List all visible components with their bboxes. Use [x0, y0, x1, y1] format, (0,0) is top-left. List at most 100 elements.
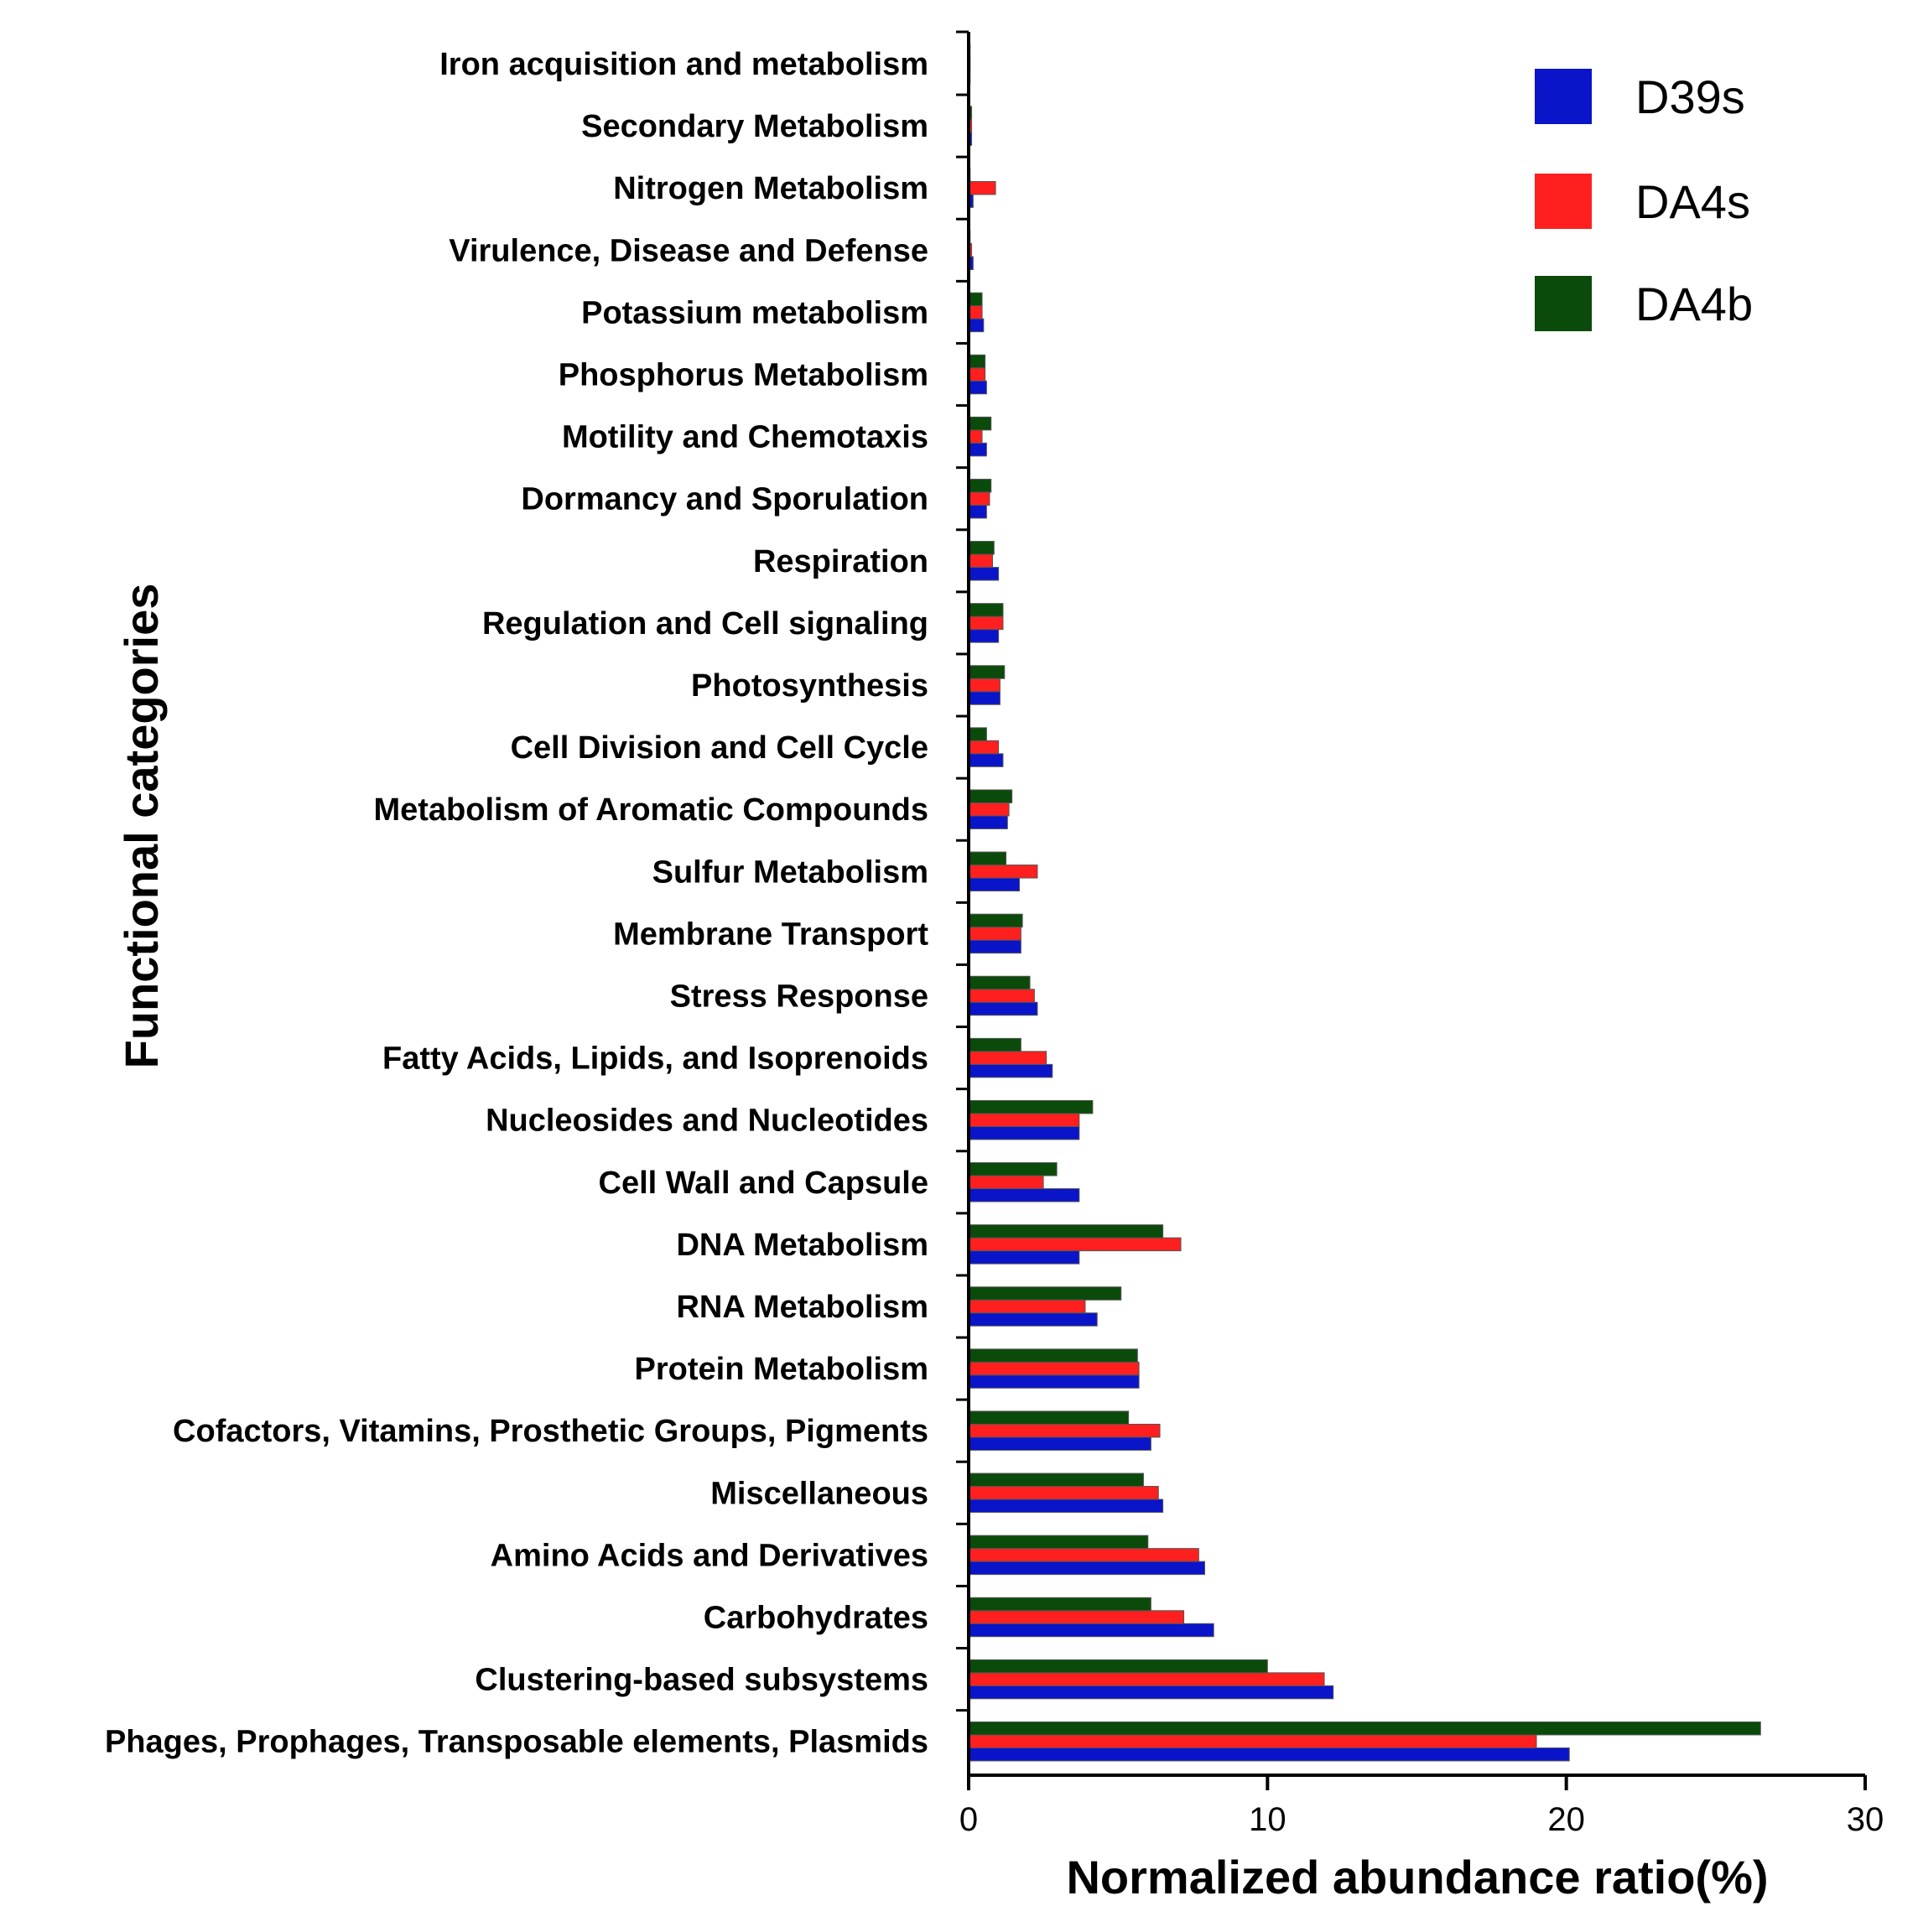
- bar-d39s-17: [968, 1125, 1080, 1140]
- category-label: RNA Metabolism: [676, 1290, 928, 1325]
- category-ticks: [956, 30, 969, 1712]
- bars-layer: [968, 44, 1761, 1762]
- bar-da4b-10: [968, 665, 1006, 679]
- bar-da4b-12: [968, 789, 1013, 803]
- x-ticks: 0 10 20 30: [959, 1775, 1884, 1838]
- bar-da4b-7: [968, 478, 992, 493]
- legend: D39s DA4s DA4b: [1535, 69, 1753, 331]
- bar-d39s-16: [968, 1063, 1053, 1078]
- category-label: Fatty Acids, Lipids, and Isoprenoids: [382, 1041, 928, 1077]
- bar-da4b-16: [968, 1037, 1021, 1052]
- bar-da4s-24: [968, 1548, 1199, 1562]
- category-label: DNA Metabolism: [676, 1228, 928, 1263]
- bar-d39s-4: [968, 318, 985, 333]
- bar-d39s-11: [968, 753, 1004, 767]
- bar-da4s-21: [968, 1361, 1140, 1376]
- bar-d39s-13: [968, 877, 1021, 892]
- bar-da4s-7: [968, 491, 990, 506]
- category-label: Dormancy and Sporulation: [521, 482, 928, 517]
- bar-da4s-9: [968, 615, 1004, 631]
- category-label: Metabolism of Aromatic Compounds: [373, 792, 928, 828]
- bar-d39s-22: [968, 1436, 1151, 1451]
- bar-da4b-24: [968, 1535, 1149, 1550]
- bar-d39s-14: [968, 939, 1021, 954]
- category-label: Sulfur Metabolism: [652, 854, 928, 890]
- x-tick-label: 30: [1847, 1801, 1884, 1838]
- bar-da4b-17: [968, 1099, 1094, 1114]
- bar-da4b-22: [968, 1410, 1130, 1425]
- bar-da4s-5: [968, 367, 986, 382]
- category-label: Amino Acids and Derivatives: [491, 1538, 928, 1573]
- bar-da4s-20: [968, 1299, 1086, 1314]
- bar-d39s-25: [968, 1623, 1214, 1638]
- bar-da4b-27: [968, 1721, 1761, 1736]
- bar-da4s-22: [968, 1423, 1161, 1438]
- category-label: Carbohydrates: [704, 1601, 928, 1636]
- bar-da4s-11: [968, 740, 1000, 755]
- bar-da4b-25: [968, 1597, 1151, 1612]
- bar-d39s-27: [968, 1747, 1570, 1762]
- category-label: Clustering-based subsystems: [475, 1663, 928, 1698]
- bar-da4s-6: [968, 429, 983, 444]
- bar-da4b-9: [968, 603, 1004, 617]
- category-label: Photosynthesis: [691, 668, 928, 704]
- bar-d39s-10: [968, 691, 1001, 705]
- bar-da4s-10: [968, 678, 1001, 693]
- y-axis-title: Functional categories: [115, 584, 168, 1069]
- bar-da4s-15: [968, 989, 1035, 1003]
- bar-d39s-21: [968, 1374, 1140, 1389]
- bar-d39s-5: [968, 380, 987, 395]
- bar-da4s-8: [968, 553, 994, 569]
- bar-d39s-9: [968, 629, 1000, 643]
- bar-d39s-12: [968, 815, 1008, 829]
- bar-da4s-23: [968, 1486, 1159, 1500]
- legend-swatch-da4s: [1535, 174, 1592, 229]
- bar-da4b-21: [968, 1348, 1138, 1363]
- bar-da4b-19: [968, 1224, 1164, 1239]
- bar-da4b-5: [968, 354, 986, 369]
- bar-d39s-20: [968, 1312, 1098, 1327]
- category-label: Cofactors, Vitamins, Prosthetic Groups, …: [173, 1414, 928, 1449]
- category-label: Cell Wall and Capsule: [599, 1166, 928, 1201]
- bar-da4s-2: [968, 180, 996, 195]
- legend-swatch-da4b: [1535, 276, 1592, 331]
- category-label: Nucleosides and Nucleotides: [486, 1104, 928, 1139]
- category-label: Cell Division and Cell Cycle: [511, 730, 928, 766]
- bar-da4b-4: [968, 292, 983, 307]
- bar-da4s-26: [968, 1672, 1325, 1686]
- bar-d39s-23: [968, 1498, 1164, 1514]
- category-labels: Iron acquisition and metabolism Secondary…: [105, 47, 928, 1760]
- bar-da4b-8: [968, 541, 995, 555]
- bar-da4s-13: [968, 865, 1038, 879]
- x-tick-label: 10: [1249, 1801, 1286, 1838]
- category-label: Miscellaneous: [710, 1476, 928, 1511]
- legend-swatch-d39s: [1535, 69, 1592, 124]
- legend-label-d39s: D39s: [1635, 70, 1745, 123]
- bar-da4s-19: [968, 1237, 1182, 1252]
- category-label: Stress Response: [670, 979, 928, 1015]
- bar-da4s-27: [968, 1734, 1537, 1748]
- bar-d39s-7: [968, 504, 987, 519]
- bar-da4s-16: [968, 1051, 1047, 1065]
- bar-da4s-17: [968, 1113, 1080, 1127]
- category-label: Phages, Prophages, Transposable elements…: [105, 1725, 928, 1760]
- x-tick-label: 0: [959, 1801, 978, 1838]
- bar-da4b-15: [968, 975, 1031, 990]
- category-label: Respiration: [753, 544, 928, 579]
- x-axis-title: Normalized abundance ratio(%): [1066, 1851, 1768, 1903]
- bar-da4s-14: [968, 927, 1021, 941]
- bar-da4b-14: [968, 913, 1023, 928]
- bar-d39s-26: [968, 1685, 1334, 1700]
- legend-label-da4s: DA4s: [1635, 175, 1750, 228]
- bar-d39s-18: [968, 1188, 1080, 1202]
- bar-d39s-6: [968, 442, 987, 457]
- bar-d39s-8: [968, 567, 1000, 581]
- bar-d39s-24: [968, 1561, 1206, 1576]
- bar-d39s-19: [968, 1250, 1080, 1265]
- bar-da4s-12: [968, 802, 1010, 817]
- bar-da4s-4: [968, 305, 983, 319]
- bar-da4b-13: [968, 851, 1007, 866]
- category-label: Nitrogen Metabolism: [613, 171, 928, 206]
- category-label: Motility and Chemotaxis: [562, 420, 928, 455]
